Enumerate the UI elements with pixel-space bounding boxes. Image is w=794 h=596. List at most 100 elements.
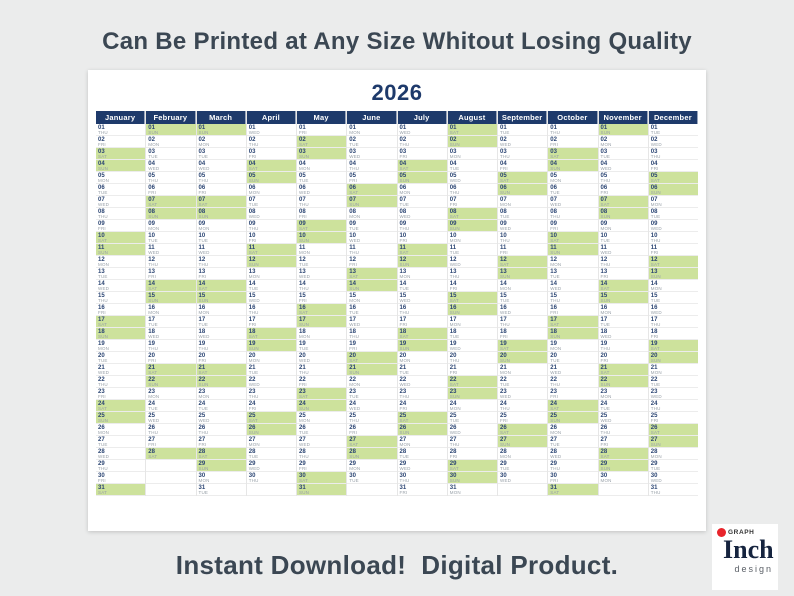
day-number: 20 [198, 353, 206, 359]
day-cell [598, 484, 648, 496]
day-number: 31 [299, 485, 306, 491]
day-weekday: SAT [299, 310, 309, 315]
day-cell: 10 FRI [246, 232, 296, 244]
day-weekday: TUE [299, 430, 309, 435]
day-cell: 08 FRI [297, 208, 347, 220]
day-weekday: THU [198, 262, 209, 267]
day-cell: 29 SAT [447, 460, 497, 472]
day-number: 15 [550, 293, 557, 299]
month-header: October [548, 111, 598, 124]
day-weekday: WED [198, 418, 210, 423]
day-cell: 11 SUN [96, 244, 146, 256]
day-weekday: THU [198, 178, 209, 183]
day-cell: 22 THU [96, 376, 146, 388]
day-weekday: MON [449, 490, 461, 495]
day-weekday: WED [600, 166, 612, 171]
day-number: 05 [98, 173, 105, 179]
day-weekday: SUN [299, 154, 310, 159]
day-cell: 04 THU [347, 160, 397, 172]
day-weekday: MON [449, 322, 461, 327]
day-cell: 10 THU [648, 232, 698, 244]
day-weekday: SUN [248, 262, 259, 267]
day-number: 24 [500, 401, 507, 407]
day-weekday: WED [98, 202, 110, 207]
day-weekday: MON [449, 238, 461, 243]
day-number: 14 [600, 281, 608, 287]
day-number: 08 [299, 209, 306, 215]
day-number: 10 [299, 233, 306, 239]
day-cell: 10 THU [498, 232, 548, 244]
day-number: 29 [299, 461, 306, 467]
day-cell: 02 FRI [96, 136, 146, 148]
day-weekday: WED [148, 250, 160, 255]
day-weekday: SUN [449, 226, 460, 231]
day-number: 06 [198, 185, 206, 191]
day-number: 16 [349, 305, 356, 311]
day-weekday: TUE [198, 154, 209, 159]
day-cell: 06 MON [246, 184, 296, 196]
day-weekday: THU [98, 130, 108, 135]
day-cell: 24 SUN [297, 400, 347, 412]
day-weekday: THU [600, 430, 611, 435]
day-weekday: WED [500, 478, 512, 483]
day-weekday: SAT [98, 322, 108, 327]
day-cell: 04 SAT [397, 160, 447, 172]
month-header: January [96, 111, 146, 124]
day-cell: 24 WED [347, 400, 397, 412]
day-number: 19 [98, 341, 105, 347]
day-weekday: SUN [248, 178, 259, 183]
day-number: 02 [500, 137, 507, 143]
day-number: 10 [600, 233, 608, 239]
day-cell: 10 TUE [146, 232, 196, 244]
day-cell: 14 FRI [447, 280, 497, 292]
day-number: 25 [148, 413, 155, 419]
day-weekday: SUN [148, 382, 159, 387]
day-number: 12 [198, 257, 206, 263]
day-cell: 16 TUE [347, 304, 397, 316]
day-number: 03 [299, 149, 306, 155]
day-weekday: WED [148, 166, 160, 171]
day-cell: 03 TUE [196, 148, 246, 160]
day-cell: 14 MON [498, 280, 548, 292]
day-cell: 15 SAT [447, 292, 497, 304]
day-number: 06 [349, 185, 356, 191]
day-cell: 08 TUE [498, 208, 548, 220]
day-cell: 08 THU [96, 208, 146, 220]
day-number: 08 [248, 209, 256, 215]
day-number: 13 [248, 269, 256, 275]
day-weekday: WED [299, 190, 311, 195]
day-number: 18 [248, 329, 256, 335]
day-cell: 02 MON [196, 136, 246, 148]
day-number: 15 [600, 293, 608, 299]
day-cell: 09 MON [598, 220, 648, 232]
day-weekday: SUN [500, 190, 511, 195]
day-number: 14 [248, 281, 256, 287]
day-cell: 04 SUN [548, 160, 598, 172]
day-number: 25 [550, 413, 557, 419]
day-cell: 09 THU [246, 220, 296, 232]
day-cell: 27 FRI [146, 436, 196, 448]
day-number: 21 [349, 365, 356, 371]
day-number: 02 [299, 137, 306, 143]
day-weekday: WED [449, 262, 461, 267]
day-cell: 08 SUN [146, 208, 196, 220]
day-cell: 21 SUN [347, 364, 397, 376]
day-number: 16 [449, 305, 457, 311]
day-number: 19 [299, 341, 306, 347]
day-weekday: MON [349, 214, 361, 219]
day-cell: 03 TUE [598, 148, 648, 160]
day-cell: 08 THU [548, 208, 598, 220]
day-weekday: SUN [449, 394, 460, 399]
day-weekday: FRI [98, 142, 106, 147]
day-number: 28 [349, 449, 356, 455]
day-number: 30 [449, 473, 457, 479]
day-weekday: SAT [98, 238, 108, 243]
day-weekday: FRI [349, 262, 358, 267]
day-weekday: SUN [550, 418, 561, 423]
day-number: 06 [650, 185, 658, 191]
brand-logo: GRAPH Inch design [712, 524, 778, 590]
day-weekday: FRI [500, 418, 508, 423]
day-weekday: TUE [299, 346, 309, 351]
day-number: 11 [550, 245, 557, 251]
day-cell: 04 WED [196, 160, 246, 172]
